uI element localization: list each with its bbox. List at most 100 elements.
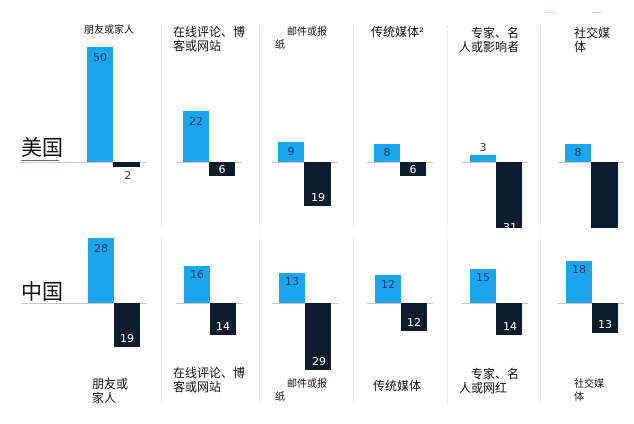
us-panel: 50 2 22 6 9 19 8 6 3 31 8 xyxy=(21,47,624,228)
value-label: 28 xyxy=(94,242,108,255)
value-label: 12 xyxy=(381,278,395,291)
value-label: 8 xyxy=(574,146,582,159)
bar-us-mail-negative xyxy=(304,162,331,206)
category-label-bottom: 社交媒 体 xyxy=(574,378,634,404)
bar-us-friends-negative xyxy=(113,162,140,167)
column-divider xyxy=(259,238,260,403)
decorative-mark xyxy=(545,12,556,13)
label-line: 体 xyxy=(574,392,584,403)
bar-cn-social-negative xyxy=(592,303,618,333)
value-label: 14 xyxy=(216,320,230,333)
category-label-top: 传统媒体² xyxy=(371,25,451,39)
column-divider xyxy=(447,26,448,226)
column-divider xyxy=(447,238,448,403)
category-label-top: 邮件或报 纸 xyxy=(275,26,355,52)
value-label: 6 xyxy=(218,163,226,176)
value-label: 13 xyxy=(285,275,299,288)
label-line: 在线评论、博 xyxy=(173,25,246,39)
label-line: 纸 xyxy=(275,392,285,403)
value-label: 14 xyxy=(503,320,517,333)
baseline xyxy=(462,303,528,304)
bar-cn-experts-negative xyxy=(496,303,522,335)
bar-cn-traditional-positive xyxy=(375,275,401,303)
value-label: 31 xyxy=(503,221,517,228)
category-label-bottom: 传统媒体 xyxy=(373,379,453,393)
value-label: 18 xyxy=(572,263,586,276)
bar-us-mail-positive xyxy=(278,142,304,162)
baseline xyxy=(21,162,147,163)
label-line: 家人 xyxy=(92,391,117,405)
label-line: 体 xyxy=(574,40,587,54)
category-label-top: 朋友或家人 xyxy=(64,24,154,37)
label-line: 传统媒体 xyxy=(373,379,422,393)
label-line: 邮件或报 xyxy=(287,379,327,390)
value-label: 19 xyxy=(311,191,325,204)
value-label: 12 xyxy=(407,316,421,329)
bar-cn-experts-positive xyxy=(470,269,496,303)
bar-cn-social-positive xyxy=(566,261,592,303)
category-label-bottom: 专家、名 人或网红 xyxy=(459,367,539,395)
value-label: 16 xyxy=(190,268,204,281)
bar-us-social-negative xyxy=(591,162,618,228)
column-divider xyxy=(353,26,354,226)
value-label: 8 xyxy=(383,146,391,159)
bar-us-experts-negative xyxy=(496,162,522,228)
bar-us-traditional-negative xyxy=(400,162,426,176)
value-label: 13 xyxy=(598,318,612,331)
bar-cn-online-negative xyxy=(210,303,236,335)
bar-us-online-negative xyxy=(209,162,235,176)
category-label-bottom: 朋友或 家人 xyxy=(92,377,152,405)
bar-cn-friends-negative xyxy=(114,303,140,347)
label-line: 人或网红 xyxy=(459,381,508,395)
column-divider xyxy=(540,238,541,403)
value-label: 6 xyxy=(409,163,417,176)
label-line: 传统媒体² xyxy=(371,25,424,39)
bar-us-traditional-positive xyxy=(374,144,400,162)
column-divider xyxy=(259,26,260,226)
value-label: 22 xyxy=(189,115,203,128)
label-line: 社交媒 xyxy=(574,26,611,40)
label-line: 专家、名 xyxy=(471,26,520,40)
label-line: 客或网站 xyxy=(173,380,222,394)
value-label: 15 xyxy=(476,271,490,284)
label-line: 朋友或家人 xyxy=(84,25,134,36)
bar-us-social-positive xyxy=(565,144,591,162)
category-label-top: 在线评论、博 客或网站 xyxy=(173,25,261,53)
column-divider xyxy=(540,26,541,226)
label-line: 在线评论、博 xyxy=(173,366,246,380)
country-label-china: 中国 xyxy=(21,280,63,304)
bar-us-friends-positive xyxy=(87,47,113,162)
baseline xyxy=(558,303,624,304)
label-line: 客或网站 xyxy=(173,39,222,53)
bar-cn-mail-positive xyxy=(279,273,305,303)
value-label: 3 xyxy=(479,141,487,154)
baseline xyxy=(21,303,147,304)
column-divider xyxy=(353,238,354,403)
category-label-top: 专家、名 人或影响者 xyxy=(459,26,539,54)
country-underline xyxy=(21,160,59,161)
label-line: 人或影响者 xyxy=(459,40,520,54)
value-label: 29 xyxy=(312,355,326,368)
value-label: 9 xyxy=(287,145,295,158)
bar-cn-online-positive xyxy=(184,266,210,303)
column-divider xyxy=(161,26,162,226)
label-line: 纸 xyxy=(275,40,285,51)
decorative-mark xyxy=(593,12,602,13)
bar-us-online-positive xyxy=(183,111,209,162)
category-label-bottom: 在线评论、博 客或网站 xyxy=(173,366,261,394)
baseline xyxy=(176,303,242,304)
value-label: 19 xyxy=(120,332,134,345)
category-label-top: 社交媒 体 xyxy=(574,26,634,54)
category-label-bottom: 邮件或报 纸 xyxy=(275,378,355,404)
value-label: 2 xyxy=(124,169,132,182)
label-line: 邮件或报 xyxy=(287,27,327,38)
baseline xyxy=(462,162,528,163)
bar-us-experts-positive xyxy=(470,155,496,162)
baseline xyxy=(367,303,433,304)
label-line: 朋友或 xyxy=(92,377,129,391)
country-label-us: 美国 xyxy=(21,136,63,160)
bar-cn-mail-negative xyxy=(305,303,331,370)
column-divider xyxy=(161,238,162,403)
value-label: 50 xyxy=(93,51,107,64)
bar-cn-friends-positive xyxy=(88,238,114,303)
